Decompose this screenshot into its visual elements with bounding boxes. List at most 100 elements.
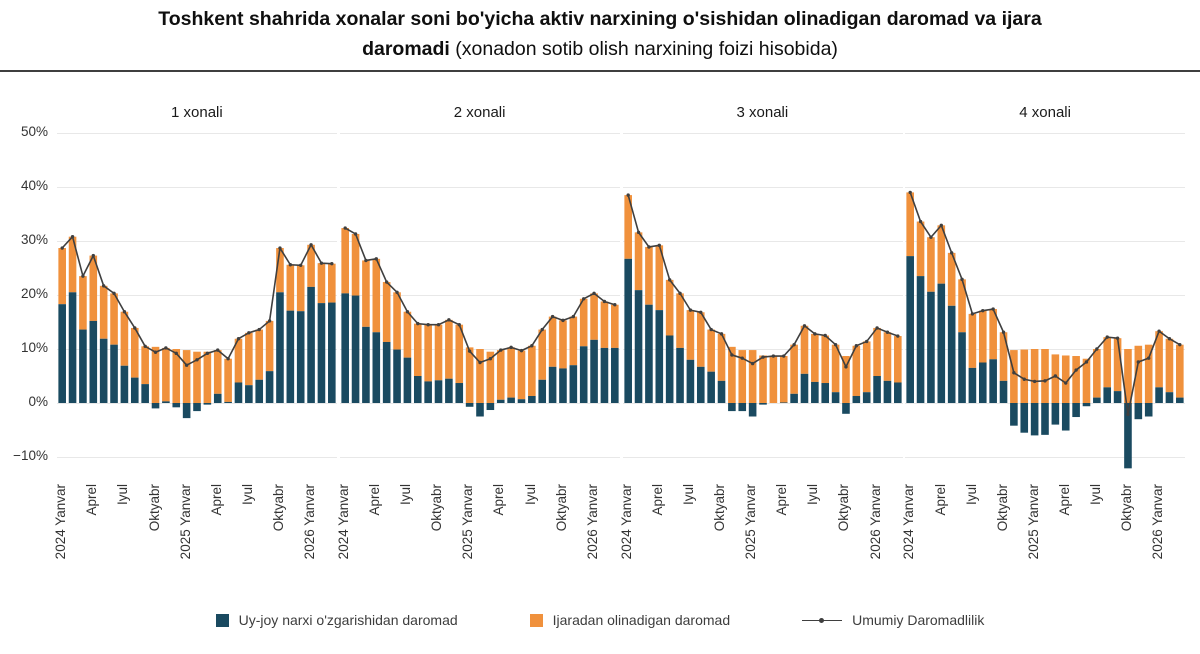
rent-bar[interactable] — [372, 258, 380, 333]
rent-bar[interactable] — [382, 282, 391, 342]
total-yield-marker[interactable] — [1022, 377, 1027, 381]
price-bar[interactable] — [579, 346, 588, 403]
price-bar[interactable] — [1155, 387, 1164, 403]
total-yield-marker[interactable] — [1064, 381, 1068, 385]
total-yield-marker[interactable] — [509, 345, 513, 350]
rent-bar[interactable] — [654, 245, 663, 311]
total-yield-marker[interactable] — [436, 323, 440, 327]
price-bar[interactable] — [706, 371, 715, 403]
total-yield-marker[interactable] — [1002, 330, 1006, 334]
total-yield-marker[interactable] — [288, 263, 293, 267]
price-bar[interactable] — [286, 310, 295, 403]
total-yield-marker[interactable] — [112, 291, 116, 296]
rent-bar[interactable] — [906, 192, 915, 257]
price-bar[interactable] — [328, 302, 336, 403]
total-yield-marker[interactable] — [843, 365, 848, 369]
rent-bar[interactable] — [1134, 345, 1143, 403]
total-yield-marker[interactable] — [874, 326, 879, 330]
total-yield-marker[interactable] — [908, 190, 913, 195]
total-yield-marker[interactable] — [330, 261, 334, 266]
rent-bar[interactable] — [89, 255, 98, 321]
price-bar[interactable] — [1020, 403, 1029, 433]
rent-bar[interactable] — [893, 336, 902, 383]
total-yield-marker[interactable] — [122, 310, 127, 314]
price-bar[interactable] — [455, 383, 463, 403]
panel-2-chart[interactable] — [339, 133, 620, 479]
total-yield-marker[interactable] — [426, 323, 430, 327]
total-yield-marker[interactable] — [688, 308, 692, 312]
total-yield-marker[interactable] — [1147, 356, 1151, 360]
rent-bar[interactable] — [527, 345, 536, 396]
price-bar[interactable] — [717, 380, 725, 403]
total-yield-marker[interactable] — [550, 314, 555, 319]
total-yield-marker[interactable] — [750, 361, 754, 366]
rent-bar[interactable] — [413, 323, 422, 376]
price-bar[interactable] — [265, 371, 274, 403]
total-yield-marker[interactable] — [833, 342, 837, 347]
rent-bar[interactable] — [810, 333, 819, 382]
price-bar[interactable] — [507, 397, 515, 403]
rent-bar[interactable] — [1020, 349, 1029, 403]
total-yield-marker[interactable] — [667, 278, 671, 282]
rent-bar[interactable] — [1165, 338, 1174, 393]
rent-bar[interactable] — [538, 329, 546, 380]
rent-bar[interactable] — [872, 327, 881, 376]
total-yield-marker[interactable] — [467, 349, 472, 353]
total-yield-marker[interactable] — [729, 353, 734, 357]
price-bar[interactable] — [779, 402, 788, 403]
price-bar[interactable] — [696, 366, 705, 403]
price-bar[interactable] — [1103, 387, 1112, 403]
price-bar[interactable] — [820, 383, 829, 403]
total-yield-marker[interactable] — [960, 277, 964, 282]
price-bar[interactable] — [58, 304, 66, 403]
price-bar[interactable] — [527, 395, 536, 403]
total-yield-marker[interactable] — [1116, 336, 1120, 340]
total-yield-marker[interactable] — [1074, 368, 1079, 372]
price-bar[interactable] — [1124, 403, 1133, 469]
rent-bar[interactable] — [841, 356, 850, 403]
rent-bar[interactable] — [558, 320, 567, 369]
price-bar[interactable] — [141, 384, 149, 403]
price-bar[interactable] — [548, 366, 557, 403]
rent-bar[interactable] — [1124, 349, 1133, 403]
price-bar[interactable] — [758, 403, 767, 405]
total-yield-marker[interactable] — [91, 253, 95, 258]
rent-bar[interactable] — [517, 350, 526, 400]
total-yield-marker[interactable] — [919, 219, 923, 224]
total-yield-marker[interactable] — [498, 348, 503, 352]
rent-bar[interactable] — [182, 350, 191, 403]
total-yield-marker[interactable] — [581, 297, 586, 301]
total-yield-marker[interactable] — [929, 235, 933, 239]
price-bar[interactable] — [1114, 391, 1122, 403]
total-yield-marker[interactable] — [1167, 337, 1172, 341]
total-yield-marker[interactable] — [457, 323, 461, 327]
rent-bar[interactable] — [800, 325, 808, 374]
rent-bar[interactable] — [1176, 344, 1184, 398]
price-bar[interactable] — [1051, 403, 1060, 425]
rent-bar[interactable] — [548, 316, 557, 367]
price-bar[interactable] — [172, 403, 181, 408]
price-bar[interactable] — [234, 382, 243, 403]
total-yield-marker[interactable] — [991, 307, 996, 311]
price-bar[interactable] — [162, 401, 170, 403]
price-bar[interactable] — [341, 293, 349, 403]
total-yield-marker[interactable] — [257, 327, 261, 332]
rent-bar[interactable] — [361, 260, 370, 327]
price-bar[interactable] — [675, 347, 684, 403]
panel-3-chart[interactable] — [622, 133, 903, 479]
price-bar[interactable] — [906, 256, 915, 403]
price-bar[interactable] — [130, 377, 139, 403]
total-yield-marker[interactable] — [812, 332, 817, 336]
rent-bar[interactable] — [193, 351, 201, 403]
total-yield-marker[interactable] — [1053, 374, 1058, 378]
price-bar[interactable] — [610, 347, 619, 403]
total-yield-marker[interactable] — [1105, 335, 1110, 339]
rent-bar[interactable] — [455, 324, 463, 384]
price-bar[interactable] — [841, 403, 850, 414]
rent-bar[interactable] — [696, 312, 705, 367]
total-yield-marker[interactable] — [791, 342, 796, 347]
rent-bar[interactable] — [675, 293, 684, 348]
legend-item-rent[interactable]: Ijaradan olinadigan daromad — [529, 612, 730, 628]
total-yield-marker[interactable] — [939, 223, 944, 228]
rent-bar[interactable] — [172, 349, 181, 403]
